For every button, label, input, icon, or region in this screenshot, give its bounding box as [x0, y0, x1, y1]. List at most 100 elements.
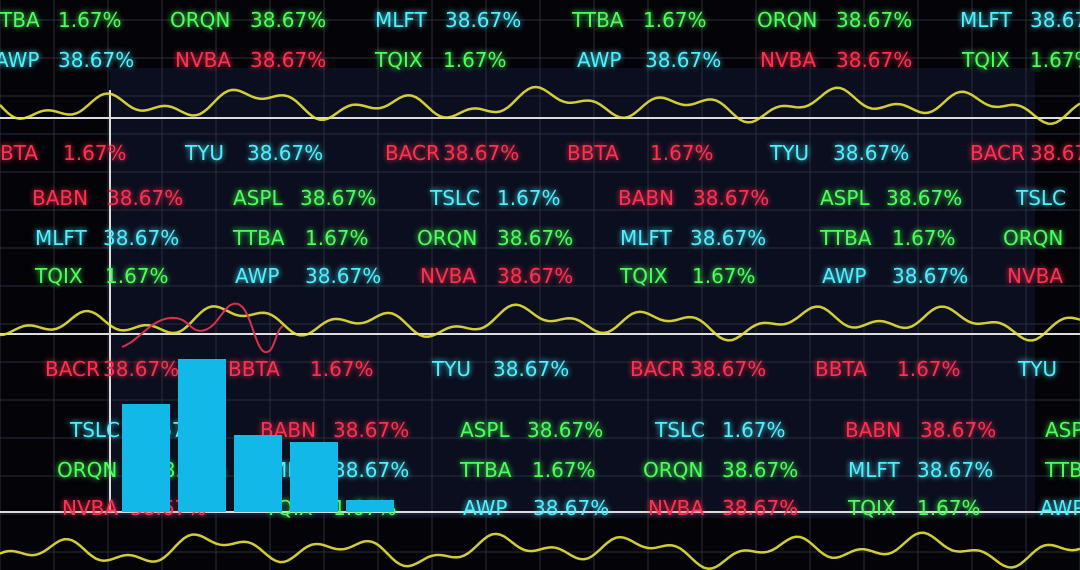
ticker-symbol: AWP: [577, 48, 622, 72]
bar: [178, 359, 226, 512]
ticker-value: 38.67%: [445, 8, 522, 32]
ticker-symbol: TTBA: [820, 226, 872, 250]
bar: [234, 435, 282, 512]
ticker-symbol: TSLC: [70, 418, 121, 442]
ticker-symbol: ASP: [1045, 418, 1080, 442]
ticker-symbol: BBTA: [815, 357, 867, 381]
ticker-value: 38.67%: [497, 264, 574, 288]
ticker-symbol: BACR: [45, 357, 100, 381]
ticker-value: 38.67%: [886, 186, 963, 210]
ticker-symbol: TSLC: [430, 186, 481, 210]
ticker-value: 38.67%: [693, 186, 770, 210]
ticker-value: 1.67%: [1030, 48, 1080, 72]
ticker-symbol: ASPL: [460, 418, 510, 442]
trend-line: [121, 302, 284, 353]
ticker-symbol: MLFT: [960, 8, 1012, 32]
ticker-value: 38.67%: [333, 418, 410, 442]
ticker-value: 38.67%: [722, 496, 799, 520]
ticker-symbol: TQIX: [962, 48, 1010, 72]
ticker-symbol: TQIX: [375, 48, 423, 72]
ticker-value: 38.67%: [300, 186, 377, 210]
ticker-symbol: TSLC: [1016, 186, 1067, 210]
ticker-value: 1.67%: [650, 141, 714, 165]
ticker-symbol: BACR: [970, 141, 1025, 165]
ticker-symbol: NVBA: [62, 496, 119, 520]
wave-line: [0, 303, 1080, 342]
ticker-symbol: AWP: [235, 264, 280, 288]
ticker-value: 38.67%: [103, 357, 180, 381]
ticker-symbol: AWP: [822, 264, 867, 288]
ticker-value: 38.67%: [836, 8, 913, 32]
ticker-symbol: BACR: [385, 141, 440, 165]
ticker-symbol: BACR: [630, 357, 685, 381]
ticker-value: 38.67%: [1030, 141, 1080, 165]
ticker-value: 38.67%: [690, 357, 767, 381]
ticker-symbol: BABN: [618, 186, 675, 210]
ticker-symbol: TQIX: [35, 264, 83, 288]
ticker-symbol: ASPL: [820, 186, 870, 210]
ticker-symbol: BABN: [32, 186, 89, 210]
ticker-symbol: MLFT: [848, 458, 900, 482]
ticker-value: 38.67%: [443, 141, 520, 165]
ticker-symbol: ORQN: [1003, 226, 1064, 250]
ticker-value: 38.67%: [103, 226, 180, 250]
ticker-symbol: TYU: [185, 141, 225, 165]
ticker-symbol: TQIX: [848, 496, 896, 520]
ticker-value: 1.67%: [310, 357, 374, 381]
bar: [290, 442, 338, 512]
ticker-value: 1.67%: [892, 226, 956, 250]
ticker-value: 1.67%: [497, 186, 561, 210]
ticker-symbol: ORQN: [170, 8, 231, 32]
ticker-symbol: MLFT: [620, 226, 672, 250]
ticker-value: 38.67%: [497, 226, 574, 250]
ticker-value: 38.67%: [836, 48, 913, 72]
ticker-value: 38.67%: [645, 48, 722, 72]
ticker-value: 1.67%: [532, 458, 596, 482]
ticker-symbol: ORQN: [57, 458, 118, 482]
ticker-symbol: TTBA: [572, 8, 624, 32]
ticker-value: 1.67%: [917, 496, 981, 520]
ticker-symbol: TYU: [770, 141, 810, 165]
wave-line: [0, 85, 1080, 125]
ticker-value: 1.67%: [897, 357, 961, 381]
ticker-value: 1.67%: [692, 264, 756, 288]
ticker-symbol: TTBA: [460, 458, 512, 482]
ticker-value: 38.67%: [250, 48, 327, 72]
ticker-value: 1.67%: [443, 48, 507, 72]
ticker-value: 38.67%: [917, 458, 994, 482]
ticker-value: 38.67%: [690, 226, 767, 250]
ticker-value: 38.67%: [527, 418, 604, 442]
ticker-value: 1.67%: [105, 264, 169, 288]
ticker-symbol: TQIX: [620, 264, 668, 288]
ticker-value: 38.67%: [533, 496, 610, 520]
ticker-symbol: AWP: [0, 48, 40, 72]
ticker-value: 38.67%: [305, 264, 382, 288]
ticker-symbol: TYU: [432, 357, 472, 381]
ticker-value: 38.67%: [920, 418, 997, 442]
ticker-symbol: BBTA: [567, 141, 619, 165]
ticker-symbol: ORQN: [643, 458, 704, 482]
ticker-symbol: ASPL: [233, 186, 283, 210]
ticker-value: 38.67%: [833, 141, 910, 165]
ticker-value: 1.67%: [643, 8, 707, 32]
bar: [122, 404, 170, 512]
ticker-symbol: TYU: [1018, 357, 1058, 381]
ticker-symbol: BBTA: [228, 357, 280, 381]
ticker-symbol: AWP: [463, 496, 508, 520]
ticker-symbol: NVBA: [420, 264, 477, 288]
ticker-symbol: TTB: [1045, 458, 1080, 482]
ticker-value: 38.67%: [247, 141, 324, 165]
ticker-symbol: MLFT: [35, 226, 87, 250]
bar: [346, 500, 394, 512]
ticker-symbol: NVBA: [175, 48, 232, 72]
ticker-symbol: TTBA: [233, 226, 285, 250]
ticker-value: 1.67%: [58, 8, 122, 32]
ticker-value: 38.67%: [493, 357, 570, 381]
ticker-value: 38.67%: [107, 186, 184, 210]
ticker-symbol: ORQN: [757, 8, 818, 32]
ticker-value: 1.67%: [305, 226, 369, 250]
ticker-symbol: TSLC: [655, 418, 706, 442]
ticker-symbol: NVBA: [648, 496, 705, 520]
ticker-symbol: MLFT: [375, 8, 427, 32]
